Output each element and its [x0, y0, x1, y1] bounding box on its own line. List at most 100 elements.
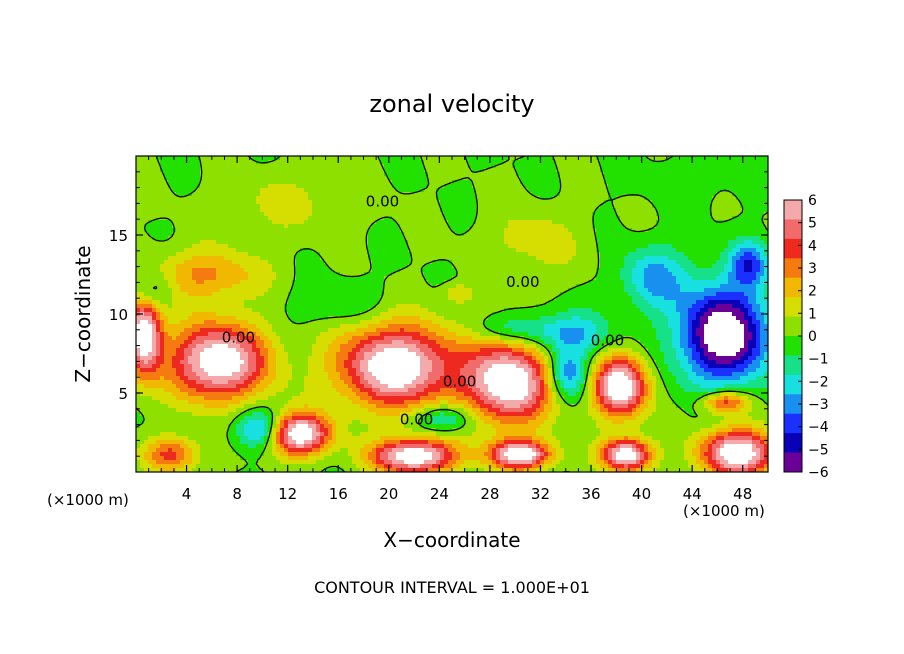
field-cell — [716, 172, 721, 177]
field-cell — [612, 168, 617, 173]
field-cell — [436, 204, 441, 209]
field-cell — [188, 156, 193, 161]
field-cell — [696, 220, 701, 225]
field-cell — [280, 236, 285, 241]
field-cell — [688, 216, 693, 221]
field-cell — [224, 184, 229, 189]
field-cell — [332, 268, 337, 273]
field-cell — [612, 240, 617, 245]
field-cell — [520, 204, 525, 209]
field-cell — [568, 164, 573, 169]
field-cell — [572, 236, 577, 241]
field-cell — [328, 164, 333, 169]
field-cell — [612, 188, 617, 193]
field-cell — [164, 192, 169, 197]
field-cell — [556, 164, 561, 169]
field-cell — [324, 192, 329, 197]
field-cell — [356, 228, 361, 233]
field-cell — [428, 248, 433, 253]
field-cell — [612, 276, 617, 281]
field-cell — [164, 224, 169, 229]
field-cell — [604, 156, 609, 161]
field-cell — [456, 260, 461, 265]
field-cell — [584, 224, 589, 229]
field-cell — [684, 212, 689, 217]
field-cell — [428, 184, 433, 189]
field-cell — [428, 264, 433, 269]
field-cell — [428, 216, 433, 221]
field-cell — [740, 232, 745, 237]
field-cell — [632, 240, 637, 245]
field-cell — [488, 212, 493, 217]
field-cell — [428, 272, 433, 277]
field-cell — [376, 252, 381, 257]
field-cell — [644, 184, 649, 189]
field-cell — [320, 196, 325, 201]
field-cell — [516, 180, 521, 185]
field-cell — [276, 188, 281, 193]
field-cell — [476, 208, 481, 213]
field-cell — [172, 204, 177, 209]
field-cell — [640, 200, 645, 205]
field-cell — [252, 176, 257, 181]
field-cell — [148, 260, 153, 265]
field-cell — [552, 248, 557, 253]
field-cell — [604, 188, 609, 193]
field-cell — [296, 188, 301, 193]
field-cell — [712, 172, 717, 177]
field-cell — [508, 256, 513, 261]
field-cell — [756, 224, 761, 229]
field-cell — [332, 240, 337, 245]
field-cell — [540, 168, 545, 173]
field-cell — [736, 244, 741, 249]
field-cell — [744, 232, 749, 237]
field-cell — [556, 248, 561, 253]
field-cell — [576, 160, 581, 165]
field-cell — [404, 180, 409, 185]
field-cell — [620, 160, 625, 165]
field-cell — [500, 220, 505, 225]
field-cell — [556, 216, 561, 221]
field-cell — [496, 192, 501, 197]
field-cell — [512, 244, 517, 249]
field-cell — [648, 240, 653, 245]
field-cell — [664, 208, 669, 213]
field-cell — [564, 188, 569, 193]
field-cell — [232, 280, 237, 285]
field-cell — [464, 256, 469, 261]
field-cell — [260, 208, 265, 213]
field-cell — [256, 252, 261, 257]
field-cell — [616, 204, 621, 209]
field-cell — [692, 200, 697, 205]
field-cell — [404, 200, 409, 205]
field-cell — [748, 244, 753, 249]
field-cell — [280, 232, 285, 237]
field-cell — [356, 252, 361, 257]
field-cell — [148, 208, 153, 213]
field-cell — [680, 208, 685, 213]
field-cell — [176, 268, 181, 273]
field-cell — [568, 172, 573, 177]
field-cell — [204, 228, 209, 233]
field-cell — [284, 192, 289, 197]
field-cell — [216, 272, 221, 277]
field-cell — [648, 180, 653, 185]
field-cell — [320, 264, 325, 269]
field-cell — [468, 236, 473, 241]
field-cell — [292, 172, 297, 177]
field-cell — [188, 216, 193, 221]
field-cell — [284, 256, 289, 261]
field-cell — [436, 184, 441, 189]
field-cell — [168, 200, 173, 205]
field-cell — [600, 252, 605, 257]
field-cell — [636, 260, 641, 265]
field-cell — [364, 212, 369, 217]
field-cell — [556, 212, 561, 217]
field-cell — [496, 160, 501, 165]
field-cell — [164, 160, 169, 165]
field-cell — [272, 180, 277, 185]
field-cell — [296, 192, 301, 197]
field-cell — [704, 232, 709, 237]
field-cell — [156, 204, 161, 209]
field-cell — [668, 224, 673, 229]
